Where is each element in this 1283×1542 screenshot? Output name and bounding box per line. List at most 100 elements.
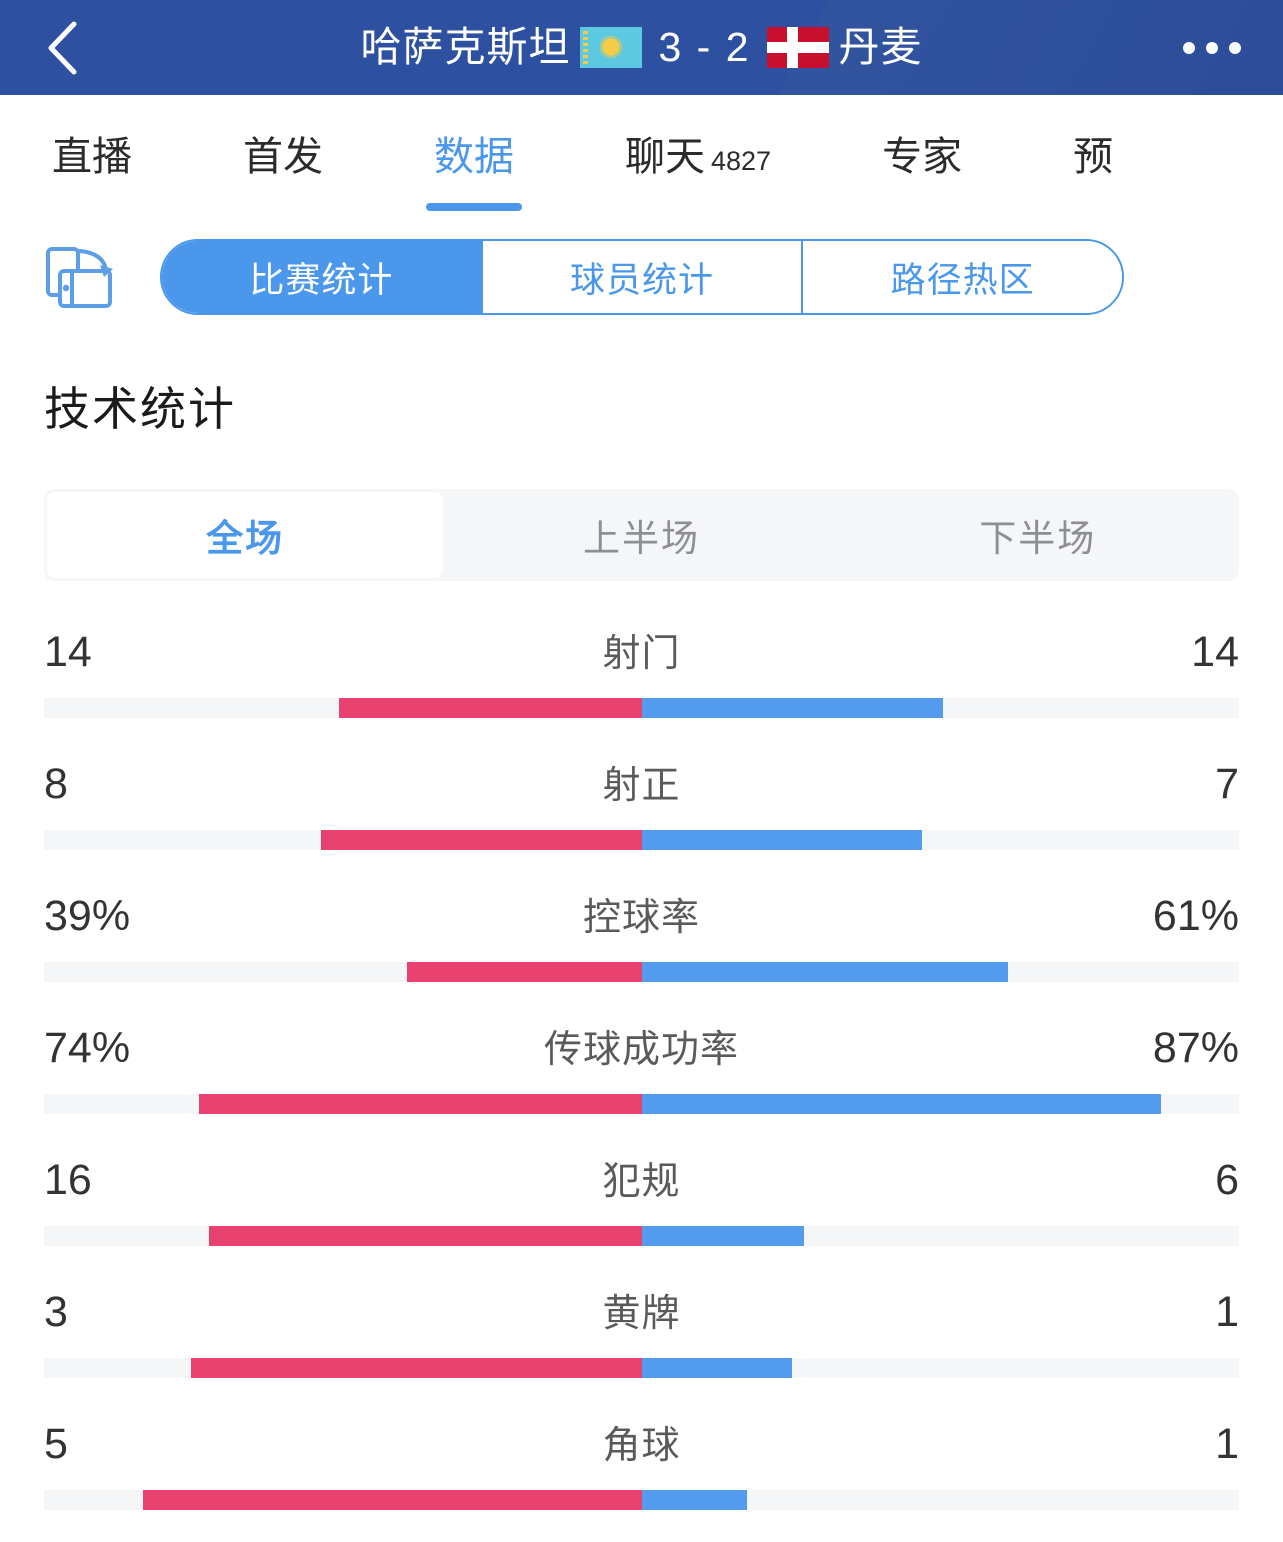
stat-header: 16 犯规 6 (44, 1159, 1239, 1202)
tab-lineup[interactable]: 首发 (243, 137, 323, 177)
tab-live[interactable]: 直播 (52, 137, 132, 177)
stat-away-value: 1 (1215, 1420, 1239, 1468)
stat-away-value: 7 (1215, 760, 1239, 808)
stat-bar-track (44, 1226, 1239, 1246)
period-label: 下半场 (979, 518, 1097, 559)
stat-home-value: 74% (44, 1024, 131, 1072)
stat-bar-track (44, 698, 1239, 718)
segment-match-stats[interactable]: 比赛统计 (162, 241, 483, 313)
stat-bar-track (44, 1490, 1239, 1510)
stat-row: 16 犯规 6 (44, 1159, 1239, 1246)
stat-home-value: 14 (44, 628, 92, 676)
kazakhstan-flag-icon (580, 27, 643, 68)
stat-bar-home (208, 1226, 642, 1246)
stat-bar-home (143, 1490, 642, 1510)
stat-bar-track (44, 830, 1239, 850)
stats-mode-row: 比赛统计 球员统计 路径热区 (0, 218, 1283, 336)
stat-label: 角球 (602, 1425, 681, 1467)
stats-list: 14 射门 14 8 射正 7 39% 控球率 61% 74% 传球成功率 87% 16 犯规 6 3 黄牌 1 5… (0, 631, 1283, 1510)
away-team-name: 丹麦 (838, 24, 923, 70)
tab-label: 预 (1073, 134, 1114, 179)
tab-label: 直播 (52, 134, 132, 179)
stat-header: 8 射正 7 (44, 763, 1239, 806)
stat-bar-home (339, 698, 642, 718)
stat-label: 控球率 (582, 897, 700, 939)
stat-away-value: 61% (1152, 892, 1239, 940)
tab-label: 聊天 (625, 134, 705, 179)
back-button[interactable] (38, 20, 86, 76)
period-fulltime[interactable]: 全场 (47, 492, 444, 578)
stat-row: 14 射门 14 (44, 631, 1239, 718)
more-horizontal-icon (1206, 41, 1218, 54)
stat-bar-away (641, 1490, 747, 1510)
segment-label: 路径热区 (890, 260, 1035, 300)
stat-header: 39% 控球率 61% (44, 895, 1239, 938)
stat-row: 5 角球 1 (44, 1423, 1239, 1510)
stat-bar-home (199, 1094, 642, 1114)
stat-bar-away (641, 830, 923, 850)
tab-active-indicator (426, 202, 522, 211)
stat-header: 3 黄牌 1 (44, 1291, 1239, 1334)
stat-row: 74% 传球成功率 87% (44, 1027, 1239, 1114)
stat-away-value: 14 (1191, 628, 1239, 676)
stat-away-value: 1 (1215, 1288, 1239, 1336)
tab-label: 首发 (243, 134, 323, 179)
main-tabbar: 直播 首发 数据 聊天 4827 专家 预 (0, 95, 1283, 218)
stat-home-value: 16 (44, 1156, 92, 1204)
match-title: 哈萨克斯坦 3 - 2 丹麦 (0, 27, 1283, 68)
stat-away-value: 87% (1152, 1024, 1239, 1072)
tab-forecast[interactable]: 预 (1073, 137, 1113, 177)
stat-away-value: 6 (1215, 1156, 1239, 1204)
more-horizontal-icon (1183, 41, 1195, 54)
stat-bar-away (641, 1094, 1162, 1114)
denmark-flag-icon (766, 27, 829, 68)
stat-label: 射门 (602, 633, 681, 675)
stat-row: 39% 控球率 61% (44, 895, 1239, 982)
stats-segmented-control: 比赛统计 球员统计 路径热区 (160, 239, 1124, 315)
stat-header: 14 射门 14 (44, 631, 1239, 674)
tab-chat[interactable]: 聊天 4827 (625, 137, 771, 177)
stat-label: 黄牌 (602, 1293, 681, 1335)
stat-row: 8 射正 7 (44, 763, 1239, 850)
tab-label: 数据 (434, 134, 514, 179)
period-first-half[interactable]: 上半场 (443, 492, 839, 578)
tab-label: 专家 (882, 134, 963, 179)
stat-bar-home (191, 1358, 642, 1378)
stat-home-value: 8 (44, 760, 68, 808)
stat-header: 5 角球 1 (44, 1423, 1239, 1466)
tab-chat-count: 4827 (711, 145, 772, 176)
stat-bar-away (641, 1226, 805, 1246)
stat-bar-track (44, 1094, 1239, 1114)
more-options-button[interactable] (1179, 28, 1245, 68)
period-label: 上半场 (582, 518, 700, 559)
stat-bar-away (641, 698, 943, 718)
match-score: 3 - 2 (658, 24, 751, 70)
stat-bar-track (44, 1358, 1239, 1378)
stat-home-value: 5 (44, 1420, 68, 1468)
section-title: 技术统计 (44, 383, 236, 435)
stat-bar-track (44, 962, 1239, 982)
stat-label: 传球成功率 (543, 1029, 739, 1071)
stat-bar-home (321, 830, 642, 850)
tab-data[interactable]: 数据 (426, 134, 522, 211)
stat-header: 74% 传球成功率 87% (44, 1027, 1239, 1070)
app-header: 哈萨克斯坦 3 - 2 丹麦 (0, 0, 1283, 95)
segment-player-stats[interactable]: 球员统计 (482, 241, 804, 313)
stat-bar-away (641, 1358, 793, 1378)
stat-row: 3 黄牌 1 (44, 1291, 1239, 1378)
segment-label: 比赛统计 (249, 260, 394, 300)
more-horizontal-icon (1229, 41, 1241, 54)
segment-label: 球员统计 (570, 260, 715, 300)
stat-home-value: 3 (44, 1288, 68, 1336)
stat-home-value: 39% (44, 892, 131, 940)
period-second-half[interactable]: 下半场 (840, 492, 1236, 578)
period-selector: 全场 上半场 下半场 (44, 489, 1239, 581)
stat-bar-away (641, 962, 1009, 982)
stat-bar-home (407, 962, 642, 982)
chevron-left-icon (48, 21, 77, 74)
home-team-name: 哈萨克斯坦 (360, 24, 571, 70)
segment-heatmap[interactable]: 路径热区 (803, 241, 1122, 313)
stat-label: 犯规 (602, 1161, 681, 1203)
tab-expert[interactable]: 专家 (882, 137, 962, 177)
rotate-screen-icon[interactable] (44, 243, 116, 311)
